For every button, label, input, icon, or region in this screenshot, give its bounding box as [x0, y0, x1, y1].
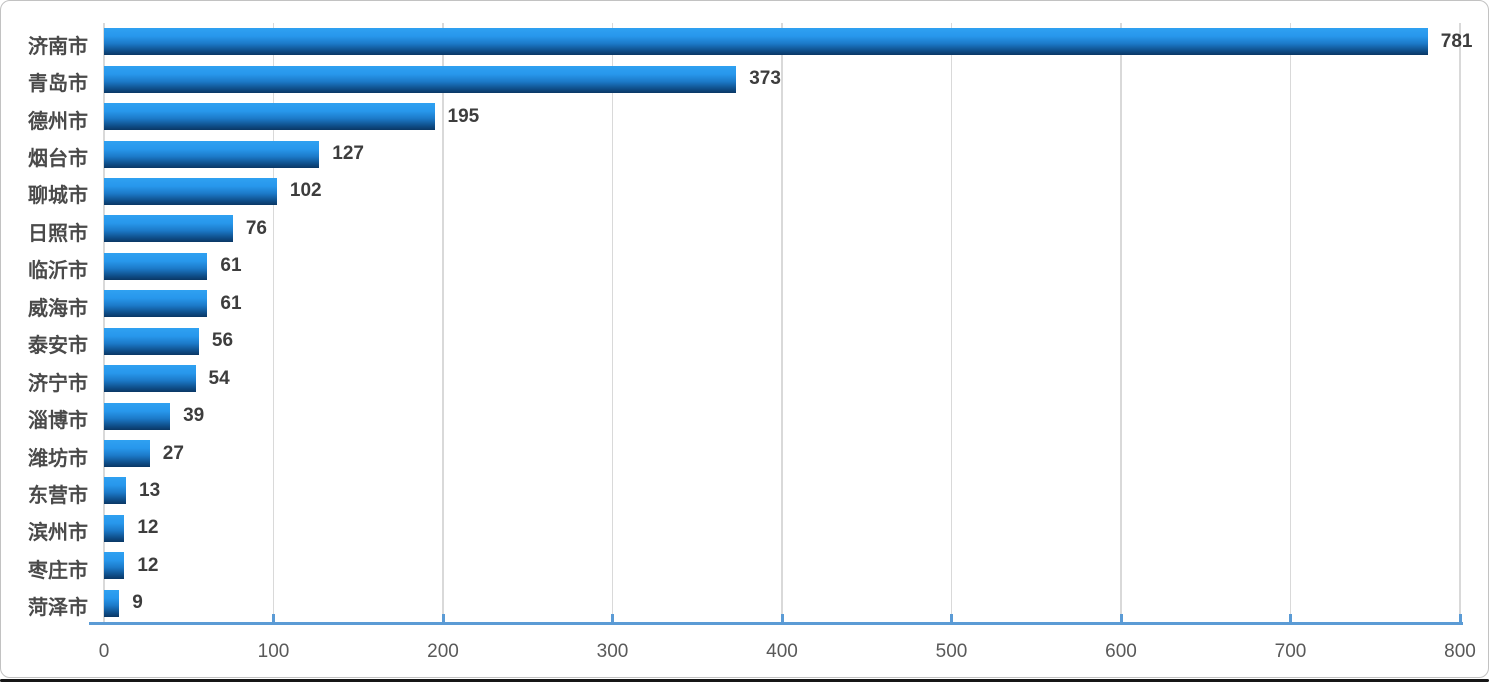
category-label: 青岛市 — [28, 73, 88, 96]
gridline-x-600 — [1120, 23, 1122, 622]
bar-临沂市 — [104, 252, 208, 280]
category-label: 德州市 — [28, 110, 88, 133]
category-label: 临沂市 — [28, 260, 88, 283]
bar-德州市 — [104, 103, 435, 131]
gridline-x-700 — [1289, 23, 1292, 622]
value-label: 61 — [220, 255, 242, 277]
gridline-x-200 — [442, 23, 444, 622]
value-label: 27 — [162, 442, 184, 464]
x-axis-tick-label: 500 — [935, 641, 968, 662]
bar-泰安市 — [104, 327, 199, 355]
bar-日照市 — [104, 215, 233, 243]
x-axis-tick-label: 600 — [1105, 641, 1137, 662]
value-label: 61 — [220, 292, 242, 314]
value-label: 12 — [137, 554, 159, 576]
category-label: 威海市 — [28, 297, 88, 320]
bar-枣庄市 — [104, 552, 125, 580]
value-label: 9 — [132, 592, 143, 614]
gridline-x-500 — [950, 23, 953, 622]
gridline-x-0 — [103, 23, 105, 622]
category-label: 枣庄市 — [28, 559, 88, 582]
value-label: 12 — [137, 517, 159, 539]
x-axis-tick-400 — [780, 614, 784, 622]
value-label: 76 — [245, 217, 267, 239]
x-axis-tick-700 — [1289, 614, 1292, 622]
category-label: 济南市 — [28, 35, 88, 58]
bar-滨州市 — [104, 514, 125, 542]
x-axis-tick-label: 100 — [257, 641, 290, 662]
x-axis-tick-500 — [950, 614, 953, 622]
bar-青岛市 — [104, 65, 737, 93]
category-label: 烟台市 — [28, 148, 88, 171]
bar-淄博市 — [104, 402, 171, 430]
value-label: 102 — [289, 180, 322, 202]
value-label: 195 — [447, 105, 480, 127]
bar-聊城市 — [104, 177, 277, 205]
category-label: 聊城市 — [28, 185, 88, 208]
x-axis-tick-600 — [1119, 614, 1123, 622]
value-label: 54 — [208, 367, 230, 389]
bar-济南市 — [104, 28, 1428, 56]
bar-威海市 — [104, 290, 208, 318]
x-axis-tick-label: 800 — [1444, 641, 1476, 662]
gridline-x-300 — [611, 23, 614, 622]
gridline-x-100 — [272, 23, 275, 622]
category-label: 东营市 — [28, 484, 88, 507]
bar-济宁市 — [104, 365, 196, 393]
x-axis-tick-300 — [611, 614, 614, 622]
bar-菏泽市 — [104, 589, 120, 617]
value-label: 39 — [183, 405, 205, 427]
x-axis-tick-800 — [1458, 614, 1462, 622]
x-axis-tick-label: 200 — [427, 641, 459, 662]
category-label: 日照市 — [28, 222, 88, 245]
x-axis-tick-label: 700 — [1274, 641, 1307, 662]
category-label: 菏泽市 — [28, 597, 88, 620]
bottom-edge-divider — [0, 679, 1489, 682]
x-axis-tick-100 — [272, 614, 275, 622]
gridline-x-800 — [1459, 23, 1461, 622]
x-axis-tick-label: 0 — [98, 641, 110, 662]
x-axis-tick-200 — [441, 614, 445, 622]
category-label: 济宁市 — [28, 372, 88, 395]
value-label: 373 — [749, 68, 781, 90]
category-label: 淄博市 — [28, 410, 88, 433]
category-label: 潍坊市 — [28, 447, 88, 470]
bar-潍坊市 — [104, 440, 150, 468]
x-axis-tick-label: 300 — [596, 641, 629, 662]
category-label: 滨州市 — [28, 522, 88, 545]
bar-烟台市 — [104, 140, 320, 168]
bar-东营市 — [104, 477, 127, 505]
value-label: 781 — [1440, 30, 1473, 52]
value-label: 13 — [139, 479, 161, 501]
value-label: 127 — [332, 143, 364, 165]
x-axis-line — [89, 622, 1463, 625]
value-label: 56 — [211, 330, 234, 352]
gridline-x-400 — [781, 23, 783, 622]
category-label: 泰安市 — [28, 335, 88, 358]
x-axis-tick-label: 400 — [766, 641, 798, 662]
